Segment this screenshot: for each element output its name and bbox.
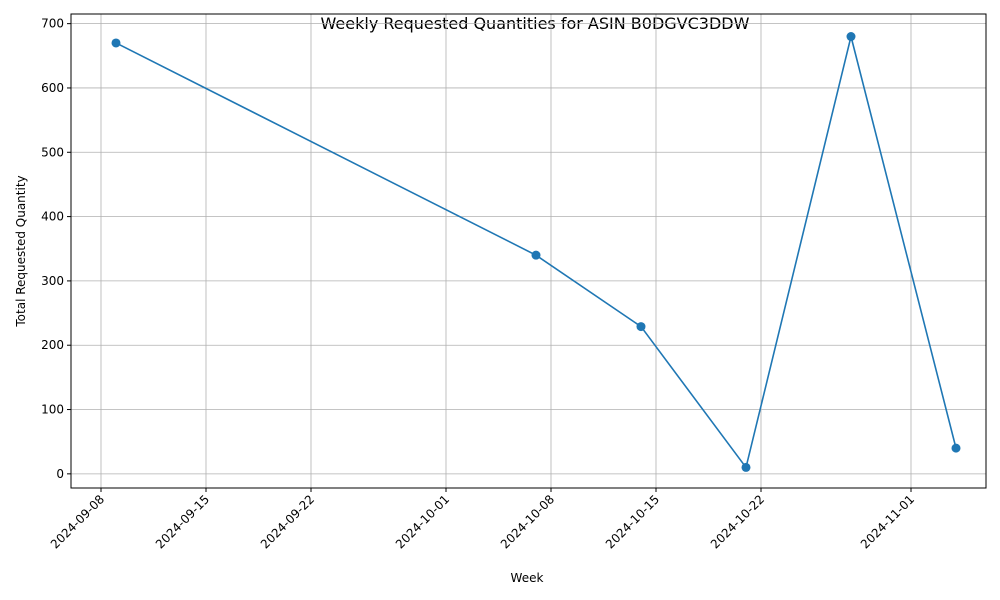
data-point xyxy=(636,322,646,332)
x-tick-label: 2024-10-08 xyxy=(498,492,557,551)
x-tick-label: 2024-09-15 xyxy=(153,492,212,551)
series-line xyxy=(115,36,957,470)
y-tick-label: 400 xyxy=(41,210,64,224)
x-axis-ticks: 2024-09-08 2024-09-15 2024-09-22 2024-10-01… xyxy=(48,488,917,551)
grid-lines xyxy=(71,14,986,488)
x-tick-label: 2024-11-01 xyxy=(858,492,917,551)
data-point xyxy=(531,250,541,260)
y-axis-label: Total Requested Quantity xyxy=(14,175,28,327)
plot-frame xyxy=(70,13,987,489)
y-tick-label: 500 xyxy=(41,145,64,159)
data-point xyxy=(951,443,961,453)
data-point xyxy=(846,32,856,42)
data-point xyxy=(741,462,751,472)
y-tick-label: 300 xyxy=(41,274,64,288)
y-tick-label: 100 xyxy=(41,403,64,417)
y-tick-label: 200 xyxy=(41,338,64,352)
x-tick-label: 2024-09-22 xyxy=(258,492,317,551)
x-tick-label: 2024-10-15 xyxy=(603,492,662,551)
data-point xyxy=(111,38,121,48)
x-axis-label: Week xyxy=(511,571,544,585)
y-tick-label: 0 xyxy=(56,467,64,481)
x-tick-label: 2024-09-08 xyxy=(48,492,107,551)
y-tick-label: 600 xyxy=(41,81,64,95)
x-tick-label: 2024-10-22 xyxy=(708,492,767,551)
x-tick-label: 2024-10-01 xyxy=(393,492,452,551)
y-tick-label: 700 xyxy=(41,17,64,31)
data-points xyxy=(111,32,961,472)
y-axis-ticks: 0 100 200 300 400 500 600 700 xyxy=(41,17,71,481)
